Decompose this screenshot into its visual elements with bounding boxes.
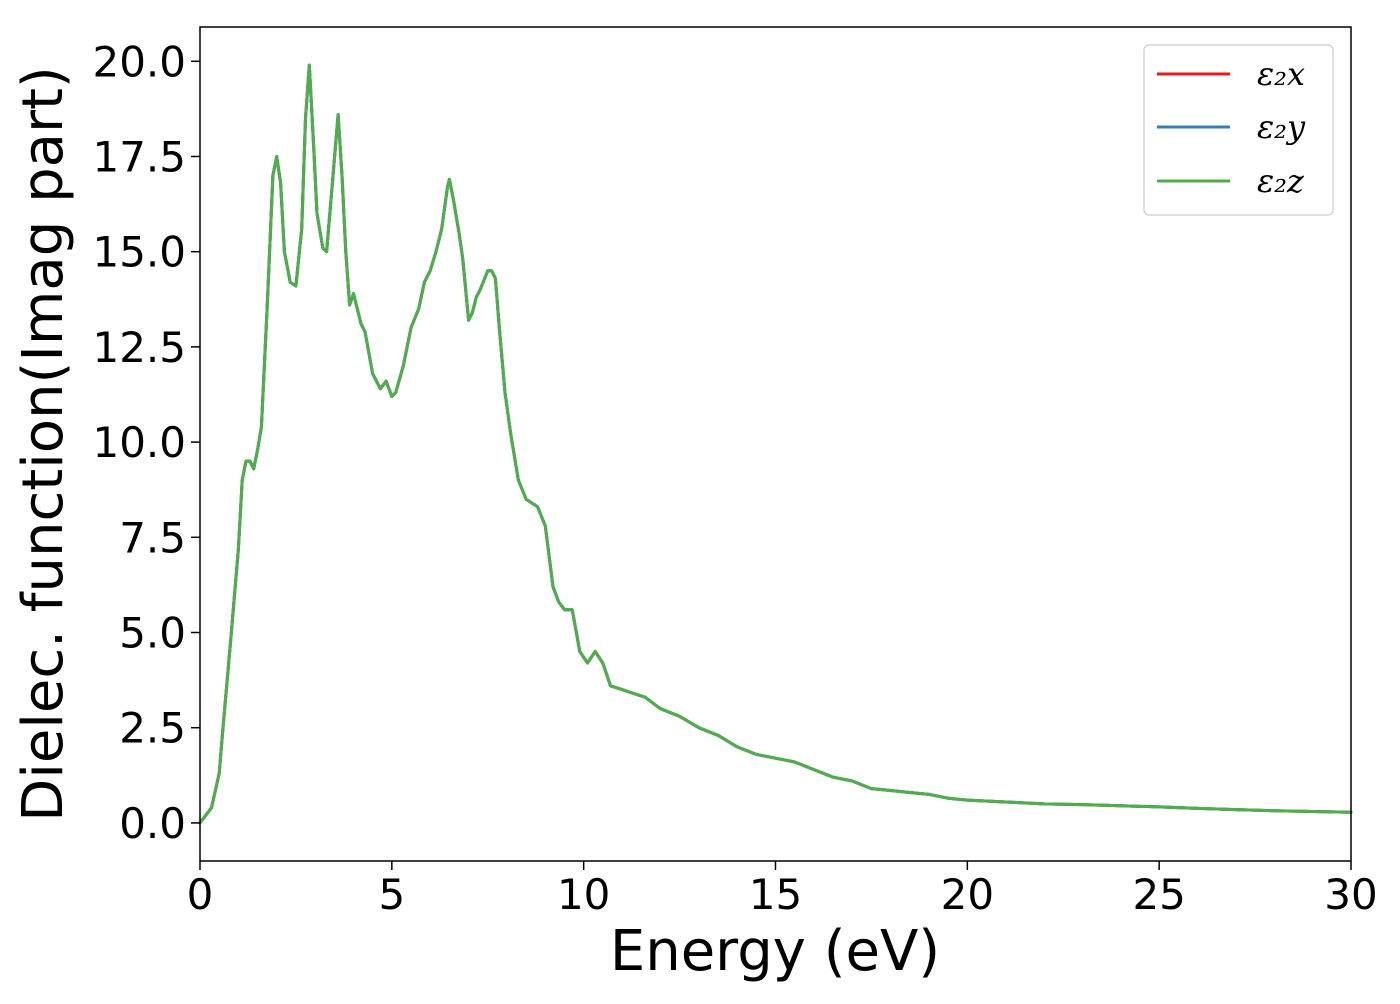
x-tick-label: 0 [187, 870, 214, 919]
legend-label-2: ε₂y [1257, 108, 1306, 146]
x-axis-label: Energy (eV) [610, 919, 940, 984]
x-axis-ticks: 0 5 10 15 20 25 30 [187, 861, 1378, 919]
legend: ε₂x ε₂y ε₂z [1143, 44, 1334, 216]
x-tick-label: 5 [378, 870, 405, 919]
legend-label-3: ε₂z [1257, 162, 1305, 200]
series-line-3 [198, 63, 1353, 825]
y-tick-label: 5.0 [119, 609, 186, 658]
x-tick-label: 10 [557, 870, 610, 919]
y-axis-label: Dielec. function(Imag part) [11, 66, 76, 822]
legend-box [1143, 44, 1334, 216]
y-axis-ticks: 0.0 2.5 5.0 7.5 10.0 12.5 15.0 17.5 20.0 [92, 37, 200, 848]
x-tick-label: 20 [941, 870, 994, 919]
y-tick-label: 0.0 [119, 799, 186, 848]
y-tick-label: 2.5 [119, 704, 186, 753]
legend-label-1: ε₂x [1257, 55, 1305, 93]
x-tick-label: 15 [749, 870, 802, 919]
y-tick-label: 15.0 [92, 228, 186, 277]
y-tick-label: 12.5 [92, 323, 186, 372]
y-tick-label: 10.0 [92, 418, 186, 467]
x-tick-label: 30 [1324, 870, 1377, 919]
y-tick-label: 20.0 [92, 37, 186, 86]
y-tick-label: 17.5 [92, 132, 186, 181]
plot-lines [198, 63, 1353, 825]
y-tick-label: 7.5 [119, 513, 186, 562]
x-tick-label: 25 [1132, 870, 1185, 919]
